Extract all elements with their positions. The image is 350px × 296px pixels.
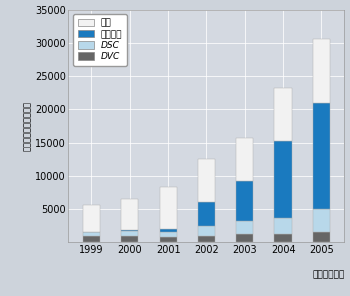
Bar — [83, 231, 100, 236]
Bar — [274, 141, 292, 218]
Y-axis label: 全球市場規模（萬個）: 全球市場規模（萬個） — [23, 101, 32, 151]
Bar — [236, 234, 253, 242]
Bar — [198, 236, 215, 242]
Bar — [83, 205, 100, 231]
Text: （單位：年）: （單位：年） — [312, 270, 344, 279]
Bar — [274, 88, 292, 141]
Bar — [274, 234, 292, 242]
Bar — [121, 236, 139, 242]
Bar — [160, 187, 177, 229]
Bar — [313, 39, 330, 103]
Bar — [160, 237, 177, 242]
Bar — [313, 209, 330, 232]
Bar — [198, 202, 215, 226]
Bar — [236, 221, 253, 234]
Bar — [121, 199, 139, 230]
Bar — [198, 226, 215, 236]
Bar — [160, 232, 177, 237]
Bar — [313, 232, 330, 242]
Bar — [236, 138, 253, 181]
Bar — [121, 230, 139, 231]
Bar — [313, 103, 330, 209]
Bar — [121, 231, 139, 236]
Bar — [198, 159, 215, 202]
Bar — [83, 236, 100, 242]
Bar — [160, 229, 177, 232]
Bar — [274, 218, 292, 234]
Bar — [236, 181, 253, 221]
Legend: 其它, 行動電話, DSC, DVC: 其它, 行動電話, DSC, DVC — [73, 14, 127, 66]
